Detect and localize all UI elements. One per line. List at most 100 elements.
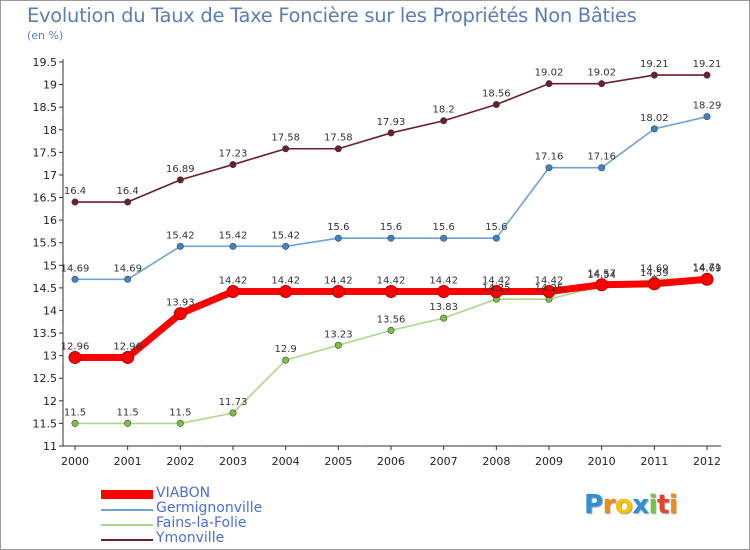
data-label-viabon: 14.42: [482, 275, 511, 286]
data-point-viabon: [489, 284, 503, 298]
data-label-ymonville: 18.2: [433, 105, 455, 116]
y-tick-label: 18: [43, 124, 57, 137]
data-label-ymonville: 17.93: [377, 117, 406, 128]
y-minor-tick: [62, 343, 64, 346]
y-tick-label: 15: [43, 259, 57, 272]
y-minor-tick: [62, 433, 64, 436]
data-label-viabon: 14.42: [535, 275, 564, 286]
data-label-ymonville: 16.4: [64, 186, 86, 197]
data-label-ymonville: 19.02: [535, 68, 564, 79]
x-minor-tick: [469, 445, 471, 447]
data-point-viabon: [331, 284, 345, 298]
data-label-viabon: 14.59: [640, 268, 669, 279]
y-minor-tick: [62, 253, 64, 255]
data-point-germignonville: [650, 125, 658, 133]
x-tick-label: 2006: [377, 455, 405, 468]
y-minor-tick: [62, 411, 64, 413]
data-point-germignonville: [545, 164, 553, 172]
y-minor-tick: [62, 388, 64, 391]
data-point-viabon: [68, 350, 82, 364]
data-label-viabon: 12.96: [61, 341, 90, 352]
data-label-fains-la-folie: 11.5: [169, 407, 191, 418]
legend-label: VIABON: [156, 485, 211, 501]
y-tick-label: 18.5: [33, 101, 58, 114]
data-point-viabon: [542, 284, 556, 298]
data-label-fains-la-folie: 13.83: [429, 302, 458, 313]
legend-item-fains-la-folie: Fains-la-Folie: [101, 515, 341, 532]
x-tick-label: 2004: [272, 455, 300, 468]
data-point-ymonville: [440, 117, 448, 125]
data-point-germignonville: [387, 234, 395, 242]
legend-swatch: [101, 490, 153, 499]
data-point-germignonville: [229, 242, 237, 250]
x-tick-label: 2012: [693, 455, 721, 468]
x-tick-label: 2008: [482, 455, 510, 468]
data-label-germignonville: 15.6: [327, 222, 349, 233]
data-label-fains-la-folie: 14.25: [482, 283, 511, 294]
data-label-fains-la-folie: 13.56: [377, 314, 406, 325]
y-tick-label: 14.5: [33, 282, 58, 295]
data-point-ymonville: [229, 161, 237, 169]
series-line-ymonville: [74, 74, 708, 203]
data-point-fains-la-folie: [334, 341, 342, 349]
y-tick-label: 13: [43, 350, 57, 363]
data-point-fains-la-folie: [440, 314, 448, 322]
data-point-viabon: [279, 284, 293, 298]
y-minor-tick: [62, 230, 64, 233]
x-tick-label: 2005: [324, 455, 352, 468]
legend-item-ymonville: Ymonville: [101, 530, 341, 547]
data-label-germignonville: 15.42: [219, 230, 248, 241]
data-point-viabon: [384, 284, 398, 298]
x-tick-label: 2007: [430, 455, 458, 468]
data-label-germignonville: 14.69: [61, 263, 90, 274]
x-minor-tick: [679, 445, 682, 447]
data-label-viabon: 14.42: [271, 275, 300, 286]
y-minor-tick: [62, 366, 64, 368]
legend-swatch: [101, 539, 153, 541]
data-point-germignonville: [282, 242, 290, 250]
data-label-germignonville: 15.6: [433, 222, 455, 233]
data-label-fains-la-folie: 13.23: [324, 329, 353, 340]
y-minor-tick: [62, 208, 64, 210]
data-label-germignonville: 15.42: [271, 230, 300, 241]
y-minor-tick: [62, 117, 64, 120]
series-line-germignonville: [74, 115, 708, 281]
data-point-ymonville: [124, 198, 132, 206]
data-point-ymonville: [334, 145, 342, 153]
data-point-ymonville: [650, 71, 658, 79]
data-point-germignonville: [334, 234, 342, 242]
unit-label: (en %): [27, 29, 64, 42]
data-label-fains-la-folie: 12.9: [275, 344, 297, 355]
y-tick-label: 15.5: [33, 237, 58, 250]
y-minor-tick: [62, 275, 64, 278]
data-label-germignonville: 14.69: [113, 263, 142, 274]
logo-letter: x: [632, 490, 649, 520]
x-tick-label: 2011: [640, 455, 668, 468]
data-point-germignonville: [440, 234, 448, 242]
data-label-germignonville: 18.02: [640, 113, 669, 124]
logo-letter: i: [648, 490, 658, 520]
legend: VIABON Germignonville Fains-la-Folie Ymonvi…: [101, 485, 341, 547]
data-point-viabon: [595, 278, 609, 292]
x-tick-label: 2003: [219, 455, 247, 468]
x-minor-tick: [100, 445, 103, 447]
chart-title: Evolution du Taux de Taxe Foncière sur l…: [27, 4, 637, 27]
data-point-fains-la-folie: [387, 326, 395, 334]
data-point-viabon: [121, 350, 135, 364]
y-tick-label: 12: [43, 395, 57, 408]
data-label-viabon: 14.42: [377, 275, 406, 286]
data-label-germignonville: 15.6: [380, 222, 402, 233]
data-point-fains-la-folie: [282, 356, 290, 364]
data-label-fains-la-folie: 14.25: [535, 283, 564, 294]
data-label-fains-la-folie: 11.5: [64, 407, 86, 418]
proxiti-logo: Proxiti: [584, 490, 678, 520]
legend-label: Germignonville: [156, 500, 263, 516]
data-label-germignonville: 17.16: [587, 152, 616, 163]
data-point-germignonville: [124, 275, 132, 283]
y-tick-label: 17.5: [33, 146, 58, 159]
legend-item-germignonville: Germignonville: [101, 500, 341, 517]
logo-letter: t: [656, 490, 669, 520]
y-tick-label: 11: [43, 440, 57, 453]
data-label-germignonville: 17.16: [535, 152, 564, 163]
